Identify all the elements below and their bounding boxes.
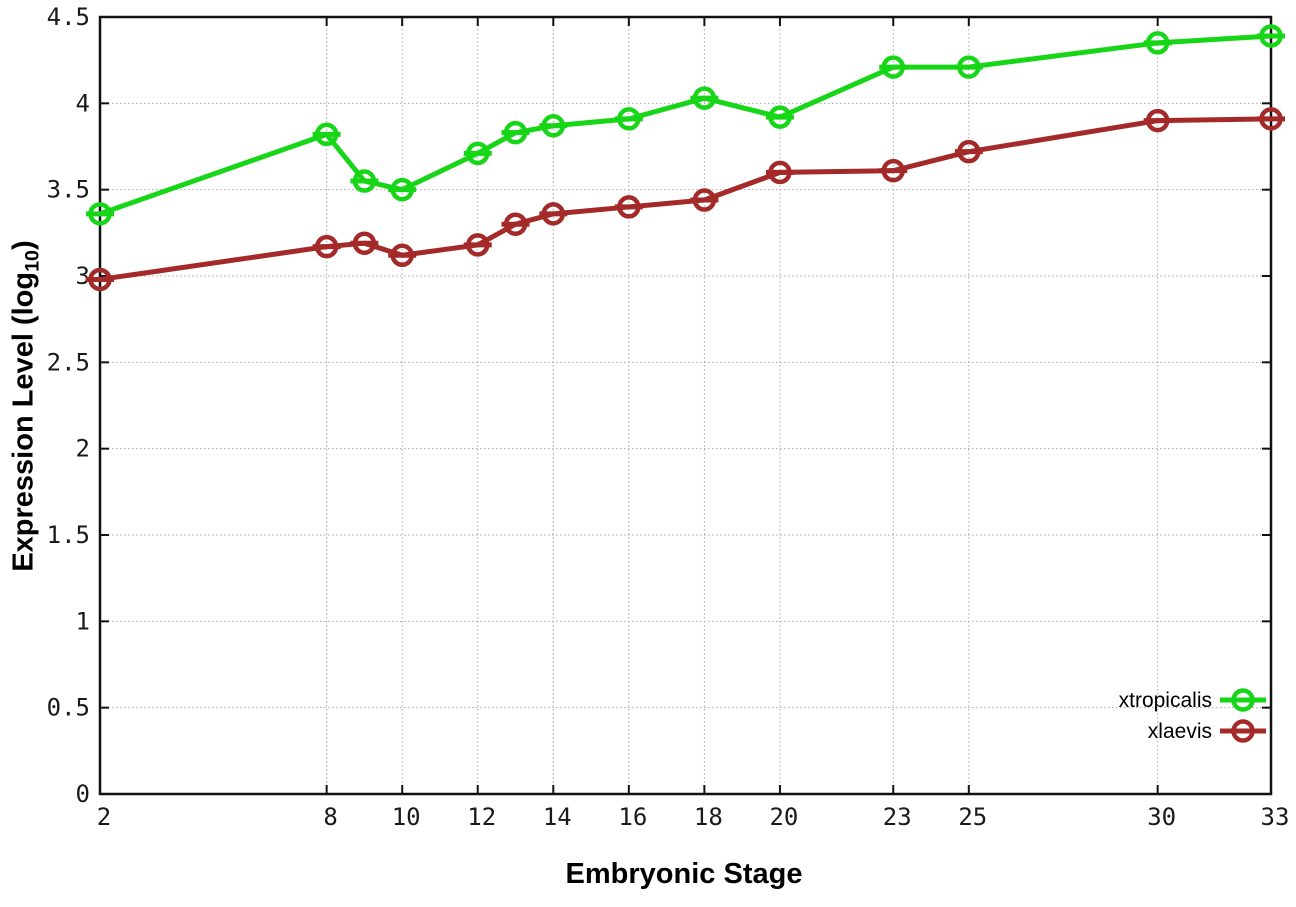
data-point-xlaevis-33 [1259,107,1283,131]
data-point-xlaevis-8 [314,234,339,259]
data-point-xlaevis-10 [390,243,414,268]
x-tick-label: 23 [883,803,912,831]
data-point-xlaevis-30 [1145,108,1170,133]
data-point-xtropicalis-9 [352,169,377,193]
series-xlaevis [86,107,1285,292]
x-tick-label: 25 [958,803,987,831]
data-point-xlaevis-9 [352,231,377,255]
data-point-xtropicalis-16 [617,107,641,131]
data-point-xlaevis-18 [692,188,717,212]
gridlines [100,17,1271,794]
legend-label-xlaevis: xlaevis [1148,720,1212,743]
y-tick-label: 1.5 [47,521,90,549]
y-tick-label: 1 [76,607,90,635]
data-point-xlaevis-23 [881,158,906,183]
legend: xtropicalis xlaevis [1119,688,1266,743]
x-tick-label: 14 [543,803,572,831]
y-axis-title: Expression Level (log10) [8,240,45,571]
x-tick-label: 8 [323,803,337,831]
data-point-xtropicalis-12 [465,141,490,166]
data-point-xlaevis-2 [88,267,112,292]
data-point-xlaevis-20 [768,160,792,185]
x-tick-labels: 2 8 10 12 14 16 18 20 23 25 30 33 [97,803,1290,831]
x-tick-label: 30 [1147,803,1176,831]
series-line-xtropicalis [97,33,1274,217]
data-point-xlaevis-12 [465,233,490,257]
legend-marker-sample [1231,688,1255,712]
data-point-xtropicalis-18 [692,86,717,110]
data-point-xtropicalis-30 [1145,31,1170,55]
legend-item-xlaevis: xlaevis [1148,719,1266,743]
y-tick-label: 3.5 [47,176,90,204]
data-point-xlaevis-25 [957,139,981,164]
data-point-xlaevis-14 [541,202,566,226]
y-tick-label: 0.5 [47,694,90,722]
y-axis-title-text: Expression Level (log [7,271,40,572]
data-point-xlaevis-16 [617,195,641,219]
x-tick-label: 18 [694,803,723,831]
series-line-xlaevis [97,116,1274,282]
y-axis-title-close: ) [7,240,40,250]
legend-label-xtropicalis: xtropicalis [1119,689,1212,712]
y-tick-label: 2 [76,435,90,463]
y-tick-label: 0 [76,780,90,808]
data-point-xtropicalis-23 [881,55,906,79]
x-tick-label: 16 [618,803,647,831]
y-axis-title-subscript: 10 [21,249,44,272]
series-xtropicalis [86,24,1285,226]
data-point-xtropicalis-25 [957,55,981,79]
y-tick-label: 4.5 [47,3,90,31]
y-tick-labels: 0 0.5 1 1.5 2 2.5 3 3.5 4 4.5 [47,3,90,808]
data-point-xtropicalis-20 [768,105,792,129]
legend-item-xtropicalis: xtropicalis [1119,688,1266,712]
x-tick-label: 10 [392,803,421,831]
x-tick-label: 2 [97,803,111,831]
data-point-xtropicalis-33 [1259,24,1283,48]
x-tick-label: 12 [467,803,496,831]
x-tick-label: 20 [769,803,798,831]
y-tick-label: 4 [76,89,90,117]
data-point-xtropicalis-10 [390,177,414,202]
data-point-xtropicalis-2 [88,202,112,226]
legend-marker-sample [1231,719,1255,743]
x-tick-label: 33 [1261,803,1290,831]
plot-border [98,15,1273,796]
data-point-xtropicalis-8 [314,122,339,147]
data-point-xtropicalis-13 [503,120,528,145]
tick-marks [99,16,1272,795]
x-axis-title: Embryonic Stage [565,858,803,890]
data-point-xtropicalis-14 [541,114,566,138]
y-tick-label: 3 [76,262,90,290]
data-point-xlaevis-13 [503,212,528,236]
y-tick-label: 2.5 [47,348,90,376]
